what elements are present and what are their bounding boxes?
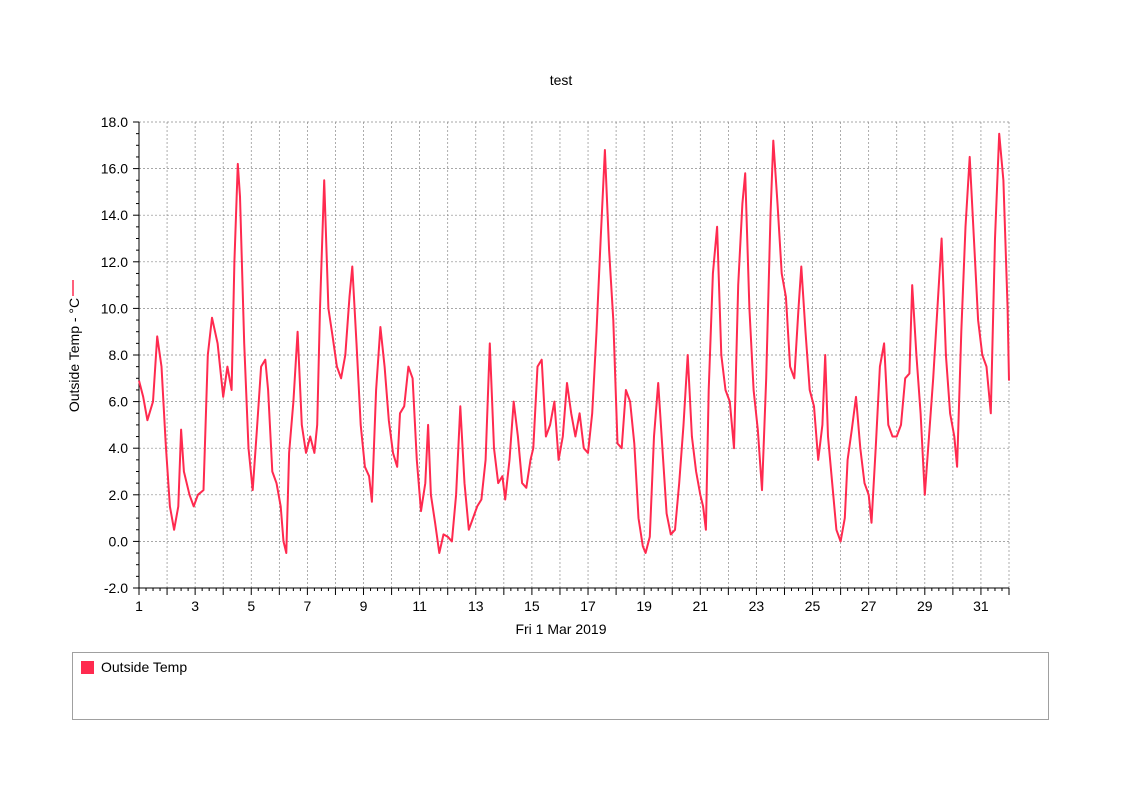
- series-line-outside-temp: [138, 132, 1010, 554]
- x-tick-label: 1: [135, 598, 143, 614]
- legend-item-outside-temp[interactable]: Outside Temp: [81, 659, 187, 675]
- y-tick-label: 12.0: [101, 254, 128, 270]
- x-tick-label: 31: [973, 598, 989, 614]
- y-tick-label: 18.0: [101, 114, 128, 130]
- y-tick-label: 16.0: [101, 161, 128, 177]
- x-tick-label: 5: [247, 598, 255, 614]
- y-tick-label: 0.0: [109, 533, 129, 549]
- chart-title: test: [550, 72, 573, 88]
- x-tick-label: 21: [693, 598, 709, 614]
- y-tick-label: -2.0: [104, 580, 128, 596]
- x-tick-label: 7: [303, 598, 311, 614]
- x-tick-label: 17: [580, 598, 596, 614]
- y-tick-label: 14.0: [101, 207, 128, 223]
- x-axis-label: Fri 1 Mar 2019: [515, 621, 606, 637]
- y-axis-label: Outside Temp - °C: [66, 298, 82, 412]
- y-axis-label-group: Outside Temp - °C: [66, 298, 82, 412]
- y-tick-label: 2.0: [109, 487, 129, 503]
- legend-label: Outside Temp: [101, 659, 188, 675]
- y-tick-label: 6.0: [109, 394, 129, 410]
- legend-swatch: [81, 660, 94, 674]
- x-tick-label: 19: [636, 598, 652, 614]
- x-tick-label: 15: [524, 598, 540, 614]
- y-tick-label: 4.0: [109, 440, 129, 456]
- x-tick-label: 9: [360, 598, 368, 614]
- x-tick-label: 23: [749, 598, 765, 614]
- y-tick-label: 8.0: [109, 347, 129, 363]
- x-tick-label: 11: [412, 598, 427, 614]
- x-tick-label: 27: [861, 598, 877, 614]
- x-tick-label: 25: [805, 598, 821, 614]
- y-tick-label: 10.0: [101, 300, 128, 316]
- x-tick-label: 3: [191, 598, 199, 614]
- x-tick-label: 29: [917, 598, 933, 614]
- x-tick-label: 13: [468, 598, 484, 614]
- grid-lines: [139, 121, 1010, 588]
- legend-panel: Outside Temp: [72, 652, 1049, 720]
